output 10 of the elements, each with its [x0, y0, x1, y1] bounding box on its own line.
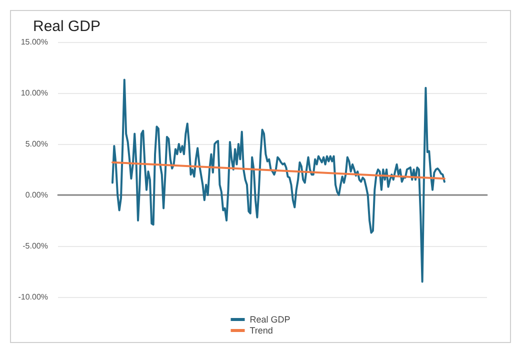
y-tick-label: 0.00% [25, 190, 48, 200]
y-tick-label: 10.00% [20, 88, 48, 98]
legend-label: Real GDP [250, 314, 290, 324]
y-tick-label: -5.00% [22, 242, 48, 250]
legend-label: Trend [250, 326, 273, 336]
y-tick-label: -10.00% [18, 292, 48, 302]
y-tick-label: 15.00% [20, 38, 48, 46]
chart-title: Real GDP [33, 18, 101, 35]
y-tick-label: 5.00% [25, 140, 48, 148]
line-series [111, 78, 446, 283]
